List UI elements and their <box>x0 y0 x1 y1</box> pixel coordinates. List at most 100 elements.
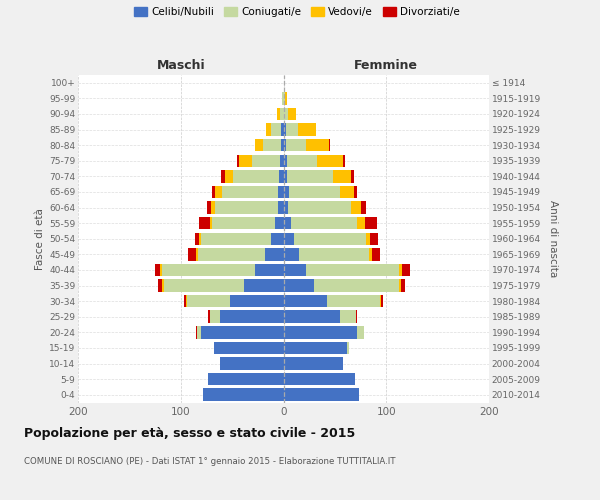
Bar <box>352 170 355 182</box>
Bar <box>287 108 296 120</box>
Bar <box>287 154 317 167</box>
Bar <box>340 310 356 323</box>
Bar <box>277 108 280 120</box>
Bar <box>284 139 286 151</box>
Bar <box>244 280 284 292</box>
Bar <box>188 248 196 260</box>
Bar <box>196 326 197 338</box>
Bar <box>162 280 164 292</box>
Bar <box>280 154 284 167</box>
Bar <box>298 124 316 136</box>
Bar <box>284 310 340 323</box>
Bar <box>164 280 244 292</box>
Bar <box>271 232 284 245</box>
Bar <box>233 170 280 182</box>
Y-axis label: Fasce di età: Fasce di età <box>35 208 45 270</box>
Bar <box>255 264 284 276</box>
Bar <box>299 248 369 260</box>
Bar <box>284 248 299 260</box>
Legend: Celibi/Nubili, Coniugati/e, Vedovi/e, Divorziati/e: Celibi/Nubili, Coniugati/e, Vedovi/e, Di… <box>130 2 464 22</box>
Bar <box>398 264 401 276</box>
Text: Femmine: Femmine <box>354 59 418 72</box>
Bar <box>284 124 286 136</box>
Bar <box>203 388 284 401</box>
Bar <box>199 232 202 245</box>
Bar <box>281 139 284 151</box>
Bar <box>294 232 366 245</box>
Bar <box>187 295 230 308</box>
Bar <box>284 170 287 182</box>
Bar <box>196 248 198 260</box>
Bar <box>347 342 349 354</box>
Bar <box>239 154 251 167</box>
Bar <box>283 92 284 104</box>
Bar <box>356 310 358 323</box>
Bar <box>222 186 278 198</box>
Bar <box>281 124 284 136</box>
Bar <box>355 186 358 198</box>
Bar <box>287 202 352 214</box>
Bar <box>401 280 405 292</box>
Bar <box>208 373 284 386</box>
Bar <box>195 232 199 245</box>
Bar <box>184 295 186 308</box>
Bar <box>343 154 345 167</box>
Bar <box>361 202 366 214</box>
Bar <box>221 170 225 182</box>
Bar <box>284 186 289 198</box>
Bar <box>329 139 330 151</box>
Bar <box>284 232 294 245</box>
Bar <box>225 170 233 182</box>
Bar <box>214 342 284 354</box>
Bar <box>289 186 340 198</box>
Bar <box>220 358 284 370</box>
Bar <box>366 232 370 245</box>
Y-axis label: Anni di nascita: Anni di nascita <box>548 200 557 278</box>
Bar <box>255 139 263 151</box>
Bar <box>212 217 275 230</box>
Bar <box>306 139 329 151</box>
Bar <box>202 326 284 338</box>
Bar <box>197 326 202 338</box>
Bar <box>284 388 359 401</box>
Bar <box>306 264 398 276</box>
Bar <box>358 326 364 338</box>
Text: Popolazione per età, sesso e stato civile - 2015: Popolazione per età, sesso e stato civil… <box>24 428 355 440</box>
Bar <box>208 310 209 323</box>
Bar <box>370 232 378 245</box>
Bar <box>220 310 284 323</box>
Bar <box>275 217 284 230</box>
Bar <box>209 310 220 323</box>
Bar <box>280 170 284 182</box>
Bar <box>198 248 265 260</box>
Bar <box>290 217 358 230</box>
Bar <box>162 264 255 276</box>
Bar <box>215 186 222 198</box>
Bar <box>202 232 271 245</box>
Bar <box>284 264 306 276</box>
Bar <box>265 248 284 260</box>
Bar <box>284 108 287 120</box>
Bar <box>280 108 284 120</box>
Bar <box>340 186 355 198</box>
Bar <box>199 217 209 230</box>
Bar <box>365 217 377 230</box>
Bar <box>284 280 314 292</box>
Bar <box>381 295 383 308</box>
Bar <box>398 280 401 292</box>
Text: Maschi: Maschi <box>157 59 205 72</box>
Bar <box>212 186 215 198</box>
Bar <box>211 202 215 214</box>
Bar <box>287 170 333 182</box>
Bar <box>284 202 287 214</box>
Bar <box>401 264 410 276</box>
Bar <box>284 358 343 370</box>
Bar <box>284 373 355 386</box>
Bar <box>230 295 284 308</box>
Bar <box>278 202 284 214</box>
Bar <box>158 280 162 292</box>
Bar <box>237 154 239 167</box>
Bar <box>284 295 326 308</box>
Bar <box>372 248 380 260</box>
Bar <box>358 217 365 230</box>
